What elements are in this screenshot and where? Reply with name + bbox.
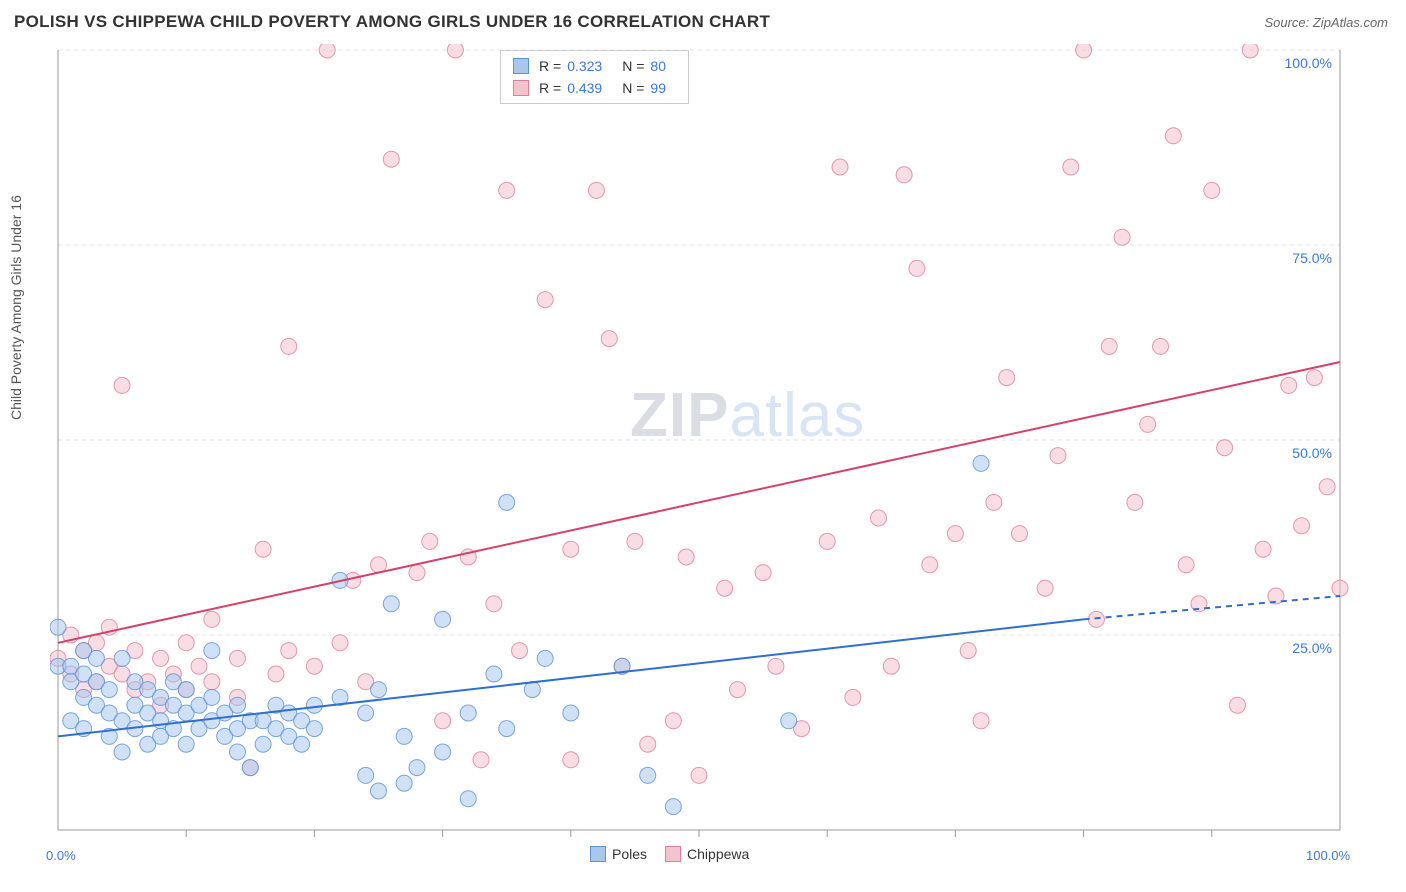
- r-value-poles: 0.323: [567, 55, 602, 77]
- r-label: R =: [539, 77, 561, 99]
- n-label: N =: [622, 55, 644, 77]
- legend-label-chippewa: Chippewa: [687, 846, 749, 862]
- source-attribution: Source: ZipAtlas.com: [1264, 15, 1388, 30]
- swatch-poles-icon: [513, 58, 529, 74]
- svg-text:100.0%: 100.0%: [1285, 55, 1332, 71]
- stats-box: R = 0.323 N = 80 R = 0.439 N = 99: [500, 50, 689, 104]
- stats-row-chippewa: R = 0.439 N = 99: [513, 77, 676, 99]
- stats-row-poles: R = 0.323 N = 80: [513, 55, 676, 77]
- r-label: R =: [539, 55, 561, 77]
- n-value-poles: 80: [650, 55, 666, 77]
- swatch-chippewa-icon: [665, 846, 681, 862]
- swatch-poles-icon: [590, 846, 606, 862]
- x-tick-min: 0.0%: [46, 848, 76, 863]
- swatch-chippewa-icon: [513, 80, 529, 96]
- x-tick-max: 100.0%: [1306, 848, 1350, 863]
- svg-text:75.0%: 75.0%: [1292, 250, 1332, 266]
- y-axis-label: Child Poverty Among Girls Under 16: [8, 195, 24, 420]
- legend-item-poles: Poles: [590, 846, 647, 862]
- svg-text:50.0%: 50.0%: [1292, 445, 1332, 461]
- chart-title: POLISH VS CHIPPEWA CHILD POVERTY AMONG G…: [14, 12, 770, 32]
- n-value-chippewa: 99: [650, 77, 666, 99]
- legend-label-poles: Poles: [612, 846, 647, 862]
- svg-text:25.0%: 25.0%: [1292, 640, 1332, 656]
- n-label: N =: [622, 77, 644, 99]
- legend: Poles Chippewa: [590, 846, 749, 862]
- header-row: POLISH VS CHIPPEWA CHILD POVERTY AMONG G…: [0, 0, 1406, 36]
- scatter-chart: 25.0% 50.0% 75.0% 100.0%: [50, 44, 1350, 844]
- chart-area: 25.0% 50.0% 75.0% 100.0%: [50, 44, 1350, 814]
- legend-item-chippewa: Chippewa: [665, 846, 749, 862]
- r-value-chippewa: 0.439: [567, 77, 602, 99]
